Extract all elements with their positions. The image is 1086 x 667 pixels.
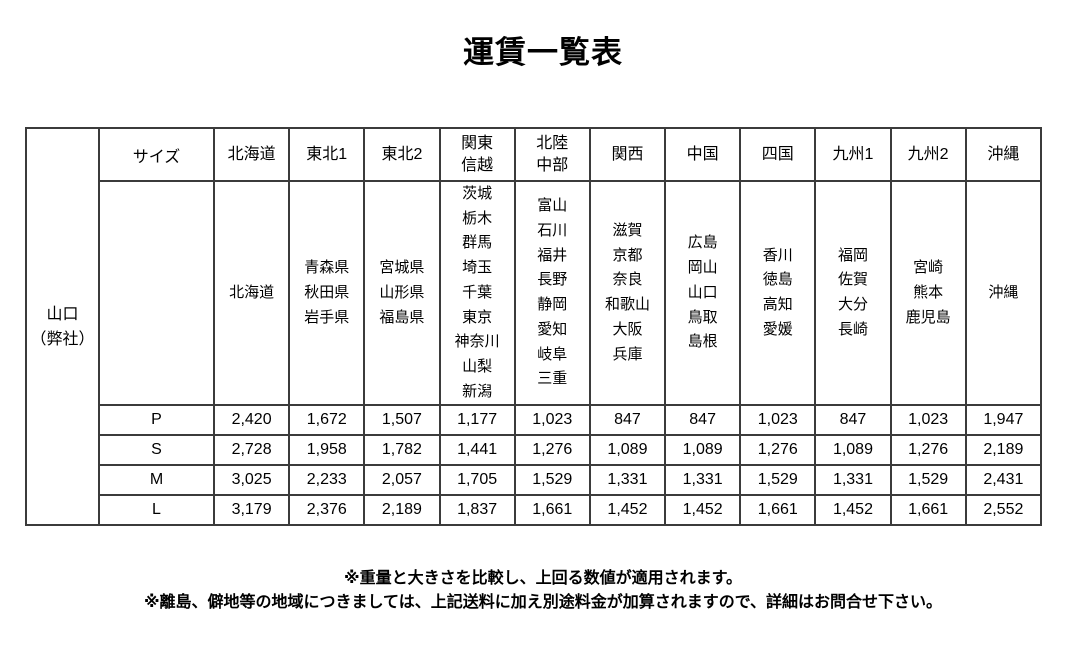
- fare-value-cell: 3,025: [212, 464, 291, 497]
- fare-value-cell: 1,661: [513, 494, 591, 527]
- region-header-hokuriku-chubu: 北陸 中部: [513, 127, 591, 182]
- fare-value-cell: 2,420: [212, 404, 291, 437]
- header-row: 山口 （弊社） サイズ 北海道 東北1 東北2 関東 信越 北陸 中部 関西 中…: [25, 126, 1043, 527]
- fare-value-cell: 1,958: [288, 434, 366, 467]
- fare-value-cell: 1,089: [664, 434, 742, 467]
- origin-cell: 山口 （弊社）: [25, 126, 100, 527]
- prefecture-list-kanto-shinetsu: 茨城 栃木 群馬 埼玉 千葉 東京 神奈川 山梨 新潟: [438, 179, 516, 407]
- fare-value-cell: 1,276: [513, 434, 591, 467]
- fare-row-m: M 3,025 2,233 2,057 1,705 1,529 1,331 1,…: [26, 464, 1043, 497]
- fare-value-cell: 1,023: [513, 404, 591, 437]
- notes: ※重量と大きさを比較し、上回る数値が適用されます。 ※離島、僻地等の地域につきま…: [0, 567, 1086, 615]
- note-line: ※重量と大きさを比較し、上回る数値が適用されます。: [344, 570, 742, 587]
- fare-value-cell: 1,452: [814, 494, 892, 527]
- fare-value-cell: 1,947: [964, 404, 1043, 437]
- fare-value-cell: 1,331: [664, 464, 742, 497]
- prefecture-list-hokkaido: 北海道: [212, 179, 291, 407]
- fare-row-p: P 2,420 1,672 1,507 1,177 1,023 847 847 …: [26, 404, 1043, 437]
- prefecture-list-shikoku: 香川 徳島 高知 愛媛: [739, 179, 817, 407]
- fare-value-cell: 1,089: [588, 434, 667, 467]
- size-label-cell: M: [98, 464, 215, 497]
- region-header-kanto-shinetsu: 関東 信越: [438, 127, 516, 182]
- prefecture-list-kyushu1: 福岡 佐賀 大分 長崎: [814, 179, 892, 407]
- note-line: ※離島、僻地等の地域につきましては、上記送料に加え別途料金が加算されますので、詳…: [143, 594, 943, 611]
- fare-value-cell: 1,672: [288, 404, 366, 437]
- fare-value-cell: 2,233: [288, 464, 366, 497]
- fare-value-cell: 2,552: [964, 494, 1043, 527]
- region-header-shikoku: 四国: [739, 127, 817, 182]
- fare-value-cell: 1,023: [739, 404, 817, 437]
- page-title: 運賃一覧表: [463, 35, 623, 70]
- size-label-cell: L: [98, 494, 215, 527]
- region-header-tohoku1: 東北1: [288, 127, 366, 182]
- fare-value-cell: 1,452: [588, 494, 667, 527]
- fare-row-s: S 2,728 1,958 1,782 1,441 1,276 1,089 1,…: [26, 434, 1043, 467]
- prefecture-list-kyushu2: 宮崎 熊本 鹿児島: [889, 179, 967, 407]
- region-header-chugoku: 中国: [664, 127, 742, 182]
- region-header-tohoku2: 東北2: [363, 127, 441, 182]
- fare-value-cell: 1,529: [889, 464, 967, 497]
- size-header-cell: サイズ: [98, 127, 215, 182]
- fare-row-l: L 3,179 2,376 2,189 1,837 1,661 1,452 1,…: [26, 494, 1043, 527]
- fare-table: 山口 （弊社） サイズ 北海道 東北1 東北2 関東 信越 北陸 中部 関西 中…: [25, 126, 1043, 527]
- prefecture-list-tohoku1: 青森県 秋田県 岩手県: [288, 179, 366, 407]
- fare-value-cell: 1,441: [438, 434, 516, 467]
- fare-value-cell: 2,189: [964, 434, 1043, 467]
- fare-value-cell: 1,837: [438, 494, 516, 527]
- fare-value-cell: 2,728: [212, 434, 291, 467]
- fare-value-cell: 2,189: [363, 494, 441, 527]
- fare-value-cell: 1,331: [588, 464, 667, 497]
- fare-value-cell: 1,089: [814, 434, 892, 467]
- fare-value-cell: 847: [588, 404, 667, 437]
- fare-value-cell: 1,782: [363, 434, 441, 467]
- fare-value-cell: 2,376: [288, 494, 366, 527]
- fare-value-cell: 1,529: [739, 464, 817, 497]
- fare-value-cell: 1,529: [513, 464, 591, 497]
- fare-value-cell: 1,661: [889, 494, 967, 527]
- prefecture-list-hokuriku-chubu: 富山 石川 福井 長野 静岡 愛知 岐阜 三重: [513, 179, 591, 407]
- fare-value-cell: 1,276: [739, 434, 817, 467]
- fare-value-cell: 1,507: [363, 404, 441, 437]
- fare-value-cell: 1,661: [739, 494, 817, 527]
- prefecture-row: 北海道 青森県 秋田県 岩手県 宮城県 山形県 福島県 茨城 栃木 群馬 埼玉 …: [26, 179, 1043, 407]
- prefecture-list-chugoku: 広島 岡山 山口 鳥取 島根: [664, 179, 742, 407]
- fare-value-cell: 1,452: [664, 494, 742, 527]
- prefecture-list-kansai: 滋賀 京都 奈良 和歌山 大阪 兵庫: [588, 179, 667, 407]
- fare-value-cell: 1,276: [889, 434, 967, 467]
- prefecture-list-tohoku2: 宮城県 山形県 福島県: [363, 179, 441, 407]
- region-header-kyushu1: 九州1: [814, 127, 892, 182]
- fare-value-cell: 1,177: [438, 404, 516, 437]
- size-label-cell: P: [98, 404, 215, 437]
- region-header-hokkaido: 北海道: [212, 127, 291, 182]
- region-header-kyushu2: 九州2: [889, 127, 967, 182]
- fare-value-cell: 847: [664, 404, 742, 437]
- empty-cell: [98, 179, 215, 407]
- fare-value-cell: 2,057: [363, 464, 441, 497]
- fare-value-cell: 1,331: [814, 464, 892, 497]
- size-label-cell: S: [98, 434, 215, 467]
- prefecture-list-okinawa: 沖縄: [964, 179, 1043, 407]
- fare-value-cell: 2,431: [964, 464, 1043, 497]
- fare-value-cell: 1,705: [438, 464, 516, 497]
- region-header-kansai: 関西: [588, 127, 667, 182]
- fare-value-cell: 1,023: [889, 404, 967, 437]
- region-header-okinawa: 沖縄: [964, 127, 1043, 182]
- fare-value-cell: 847: [814, 404, 892, 437]
- fare-value-cell: 3,179: [212, 494, 291, 527]
